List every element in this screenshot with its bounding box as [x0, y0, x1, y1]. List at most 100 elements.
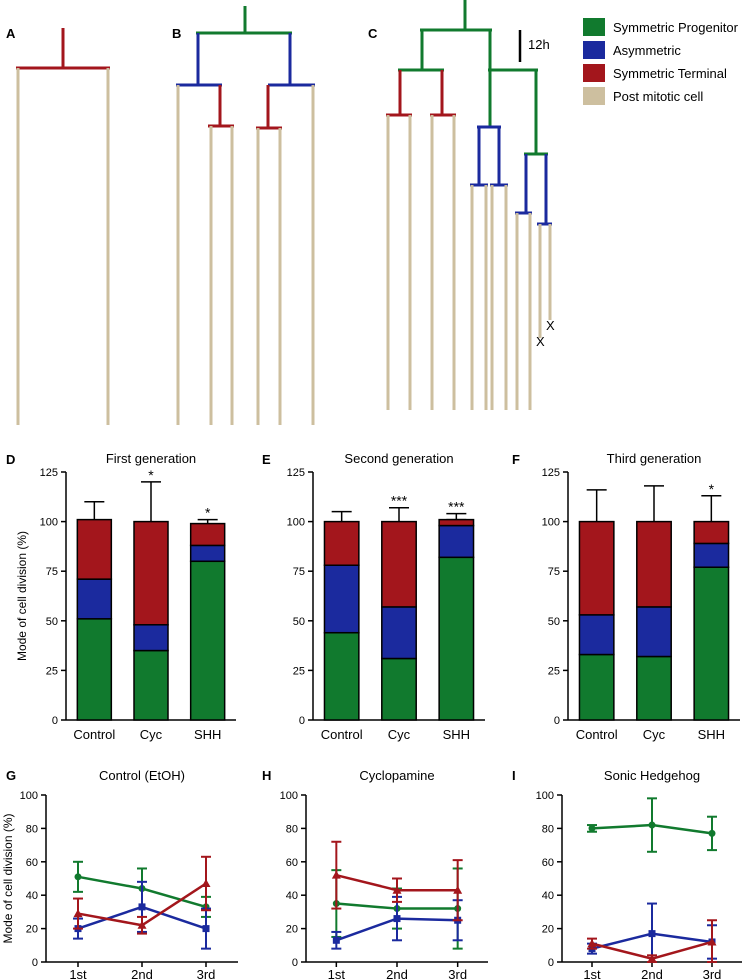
- category-label: SHH: [194, 727, 221, 742]
- data-point: [74, 873, 82, 881]
- bar-segment: [693, 520, 730, 545]
- bar-segment: [381, 520, 417, 608]
- bar-segment: [133, 624, 169, 652]
- bar-segment: [438, 518, 475, 527]
- category-label: 1st: [328, 967, 346, 980]
- data-point: [587, 939, 597, 948]
- bar-segment: [438, 524, 475, 559]
- data-point: [392, 885, 402, 894]
- data-point: [332, 936, 340, 944]
- category-label: 2nd: [641, 967, 663, 980]
- bar-segment: [578, 653, 615, 721]
- bar-segment: [636, 655, 672, 721]
- bar-segment: [76, 578, 113, 620]
- bar-chart-third-generation: Third generation 0 25 50 75 100 125 Control Cyc S…: [542, 451, 740, 742]
- panel-label-i: I: [512, 768, 516, 783]
- bar-segment: [189, 522, 226, 547]
- line-chart-cyclopamine: Cyclopamine 0 20 40 60 80 100 1st 2nd 3rd: [280, 768, 488, 980]
- legend-label-symmetric-terminal: Symmetric Terminal: [613, 66, 727, 81]
- y-tick-label: 80: [542, 823, 554, 835]
- y-tick-label: 60: [286, 857, 298, 869]
- category-label: 1st: [583, 967, 601, 980]
- legend-swatch-asymmetric: [583, 41, 605, 59]
- y-tick-label: 100: [542, 517, 560, 529]
- y-tick-label: 40: [286, 890, 298, 902]
- y-tick-label: 50: [46, 616, 58, 628]
- y-tick-label: 60: [26, 857, 38, 869]
- legend-swatch-symmetric-terminal: [583, 64, 605, 82]
- bar-segment: [438, 556, 475, 721]
- category-label: 3rd: [703, 967, 722, 980]
- y-tick-label: 25: [46, 665, 58, 677]
- legend: Symmetric Progenitor Asymmetric Symmetri…: [583, 18, 739, 105]
- y-tick-label: 75: [548, 566, 560, 578]
- bar-segment: [578, 520, 615, 616]
- significance-marker: *: [205, 505, 211, 521]
- y-tick-label: 60: [542, 857, 554, 869]
- chart-title: Cyclopamine: [359, 768, 434, 783]
- category-label: Control: [73, 727, 115, 742]
- line-chart-sonic-hedgehog: Sonic Hedgehog 0 20 40 60 80 100 1st 2nd 3rd: [536, 768, 742, 980]
- category-label: SHH: [443, 727, 470, 742]
- chart-title: Third generation: [607, 451, 702, 466]
- y-tick-label: 100: [20, 790, 38, 802]
- scale-bar-label: 12h: [528, 37, 550, 52]
- y-tick-label: 0: [292, 957, 298, 969]
- data-point: [707, 937, 717, 946]
- y-tick-label: 125: [542, 467, 560, 479]
- y-tick-label: 75: [293, 566, 305, 578]
- data-point: [708, 829, 716, 837]
- line-chart-control: Control (EtOH) 0 20 40 60 80 100 Mode of cell d…: [1, 768, 238, 980]
- y-axis-label: Mode of cell division (%): [15, 531, 29, 661]
- y-tick-label: 125: [287, 467, 305, 479]
- y-tick-label: 50: [548, 616, 560, 628]
- bar-segment: [636, 606, 672, 658]
- panel-label-b: B: [172, 26, 181, 41]
- bar-chart-second-generation: Second generation 0 25 50 75 100 125 Control Cyc…: [287, 451, 485, 742]
- y-tick-label: 50: [293, 616, 305, 628]
- y-tick-label: 40: [26, 890, 38, 902]
- data-point: [648, 930, 656, 938]
- chart-title: Control (EtOH): [99, 768, 185, 783]
- bar-segment: [76, 618, 113, 721]
- scale-bar: 12h: [518, 30, 550, 62]
- bar-segment: [578, 614, 615, 656]
- bar-segment: [189, 560, 226, 721]
- y-tick-label: 100: [40, 517, 58, 529]
- y-tick-label: 0: [32, 957, 38, 969]
- bar-segment: [323, 631, 360, 721]
- significance-marker: ***: [391, 493, 408, 509]
- bar-segment: [381, 657, 417, 721]
- data-point: [201, 879, 211, 888]
- chart-title: Sonic Hedgehog: [604, 768, 700, 783]
- category-label: 3rd: [448, 967, 467, 980]
- y-tick-label: 0: [554, 715, 560, 727]
- y-tick-label: 20: [542, 924, 554, 936]
- panel-label-c: C: [368, 26, 378, 41]
- data-point: [137, 920, 147, 929]
- panel-label-f: F: [512, 452, 520, 467]
- bar-segment: [133, 649, 169, 721]
- panel-label-h: H: [262, 768, 271, 783]
- y-tick-label: 0: [548, 957, 554, 969]
- data-point: [138, 903, 146, 911]
- data-point: [647, 954, 657, 963]
- data-point: [73, 909, 83, 918]
- y-tick-label: 20: [26, 924, 38, 936]
- y-tick-label: 20: [286, 924, 298, 936]
- category-label: SHH: [698, 727, 725, 742]
- panel-label-d: D: [6, 452, 15, 467]
- y-tick-label: 25: [293, 665, 305, 677]
- y-tick-label: 100: [536, 790, 554, 802]
- y-tick-label: 0: [299, 715, 305, 727]
- panel-label-g: G: [6, 768, 16, 783]
- bar-chart-first-generation: First generation 0 25 50 75 100 125 Mode of cel…: [15, 451, 236, 742]
- panel-label-a: A: [6, 26, 16, 41]
- bar-segment: [323, 520, 360, 566]
- y-tick-label: 100: [280, 790, 298, 802]
- y-tick-label: 80: [26, 823, 38, 835]
- legend-label-asymmetric: Asymmetric: [613, 43, 681, 58]
- bar-segment: [693, 542, 730, 568]
- chart-title: First generation: [106, 451, 196, 466]
